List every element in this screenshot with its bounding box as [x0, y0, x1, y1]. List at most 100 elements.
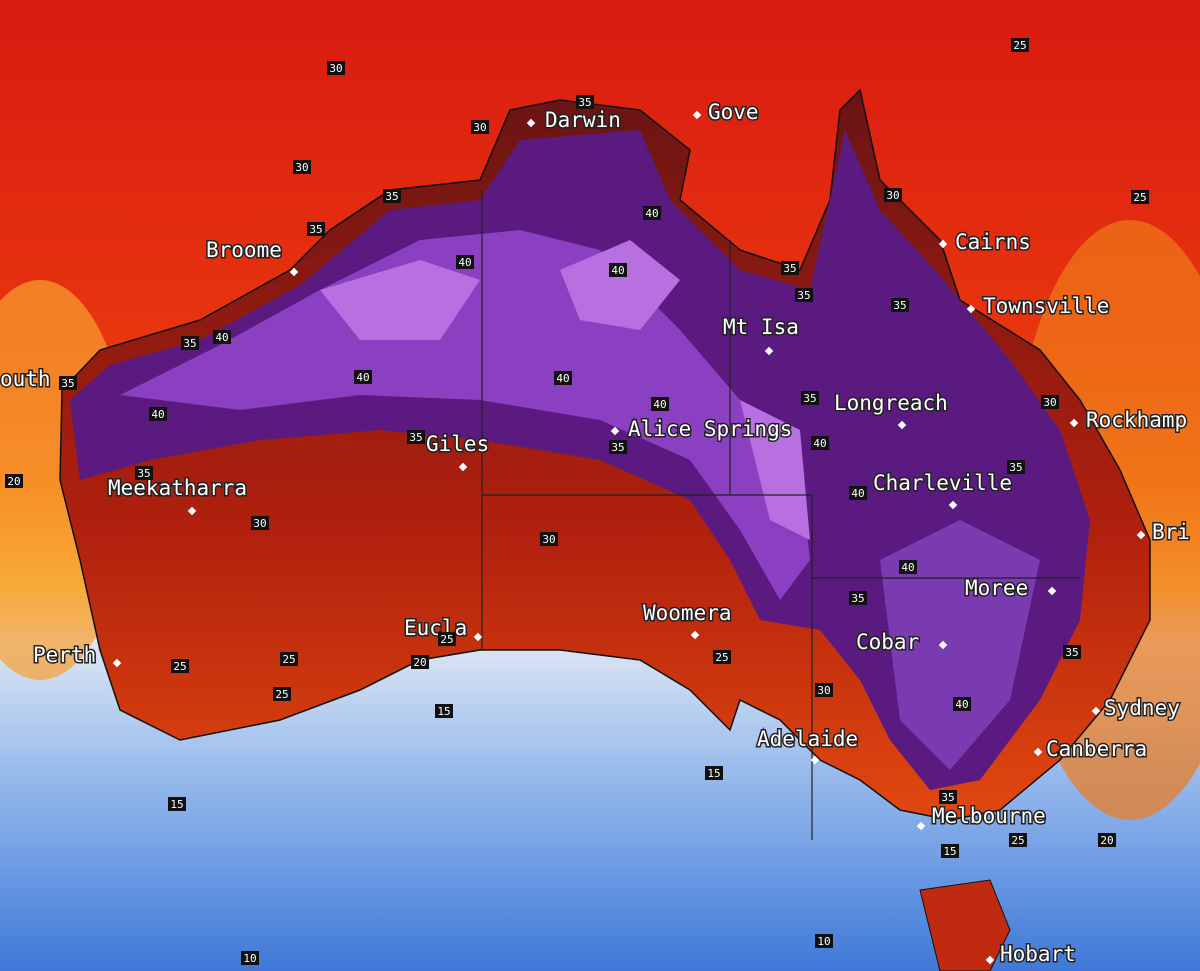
city-marker [948, 500, 958, 510]
contour-label-box [643, 206, 661, 220]
contour-label-box [899, 560, 917, 574]
contour-label-box [354, 370, 372, 384]
contour-label: 30 [473, 121, 486, 134]
city-label: Broome [206, 238, 282, 262]
contour-label-box [651, 397, 669, 411]
city-label: Meekatharra [108, 476, 247, 500]
contour-label: 35 [893, 299, 906, 312]
city-marker [458, 462, 468, 472]
contour-label: 40 [556, 372, 569, 385]
contour-label-box [540, 532, 558, 546]
contour-label: 25 [1133, 191, 1146, 204]
contour-label-box [801, 391, 819, 405]
contour-label: 15 [437, 705, 450, 718]
contour-label-box [438, 632, 456, 646]
contour-label: 15 [170, 798, 183, 811]
contour-label-box [939, 790, 957, 804]
city-label: Woomera [643, 601, 732, 625]
contour-label: 40 [851, 487, 864, 500]
contour-label-box [327, 61, 345, 75]
city-marker [966, 304, 976, 314]
city-marker [610, 426, 620, 436]
heat-zone [320, 240, 810, 540]
contour-label-box [5, 474, 23, 488]
contour-label: 35 [803, 392, 816, 405]
contour-label: 40 [813, 437, 826, 450]
contour-label-box [407, 430, 425, 444]
city-marker [1136, 530, 1146, 540]
contour-label-box [307, 222, 325, 236]
contour-label-box [411, 655, 429, 669]
contour-label: 35 [61, 377, 74, 390]
contour-label: 40 [955, 698, 968, 711]
contour-label-box [576, 95, 594, 109]
city-label: Mt Isa [723, 315, 799, 339]
contour-label-box [609, 263, 627, 277]
contour-label: 40 [653, 398, 666, 411]
contour-label: 25 [1013, 39, 1026, 52]
contour-label-box [273, 687, 291, 701]
city-label: Moree [965, 576, 1028, 600]
contour-label-box [1009, 833, 1027, 847]
city-label: Hobart [1000, 942, 1076, 966]
contour-label: 40 [901, 561, 914, 574]
contour-label-box [181, 336, 199, 350]
contour-label: 35 [578, 96, 591, 109]
city-marker [473, 632, 483, 642]
contour-label-box [795, 288, 813, 302]
city-marker [690, 630, 700, 640]
contour-label: 35 [385, 190, 398, 203]
city-marker [897, 420, 907, 430]
city-label: Eucla [404, 616, 467, 640]
contour-label: 40 [151, 408, 164, 421]
contour-label-box [59, 376, 77, 390]
city-label: Cairns [955, 230, 1031, 254]
contour-label-box [1063, 645, 1081, 659]
contour-label-box [1131, 190, 1149, 204]
city-marker [764, 346, 774, 356]
city-label: Perth [33, 643, 96, 667]
contour-label-box [781, 261, 799, 275]
city-marker [1033, 747, 1043, 757]
contour-label: 30 [253, 517, 266, 530]
contour-label: 35 [1065, 646, 1078, 659]
contour-label: 40 [356, 371, 369, 384]
contour-label: 30 [886, 189, 899, 202]
contour-label-box [171, 659, 189, 673]
contour-label: 35 [797, 289, 810, 302]
contour-label: 20 [1100, 834, 1113, 847]
contour-label-box [891, 298, 909, 312]
contour-label: 30 [542, 533, 555, 546]
contour-label-box [609, 440, 627, 454]
contour-label-box [456, 255, 474, 269]
city-label: Gove [708, 100, 759, 124]
city-marker [810, 755, 820, 765]
city-label: Cobar [856, 630, 919, 654]
contour-label-box [135, 466, 153, 480]
contour-label: 10 [243, 952, 256, 965]
city-label: Charleville [873, 471, 1012, 495]
city-label: Bri [1152, 520, 1190, 544]
contour-label-box [241, 951, 259, 965]
contour-label: 35 [409, 431, 422, 444]
city-marker [985, 955, 995, 965]
contour-label-box [435, 704, 453, 718]
contour-label-box [383, 189, 401, 203]
contour-label-box [705, 766, 723, 780]
city-marker [938, 640, 948, 650]
contour-label: 30 [817, 684, 830, 697]
labels: Darwin Gove Cairns Broome Townsville Mt Isa Lo… [0, 38, 1191, 968]
contour-label-box [713, 650, 731, 664]
contour-label-box [280, 652, 298, 666]
contour-label: 25 [1011, 834, 1024, 847]
contour-label-box [471, 120, 489, 134]
contour-label-box [293, 160, 311, 174]
contour-label: 20 [7, 475, 20, 488]
contour-label: 40 [458, 256, 471, 269]
contour-label: 35 [309, 223, 322, 236]
city-marker [1047, 586, 1057, 596]
contour-label: 10 [817, 935, 830, 948]
city-label: Townsville [983, 294, 1109, 318]
city-marker [1069, 418, 1079, 428]
